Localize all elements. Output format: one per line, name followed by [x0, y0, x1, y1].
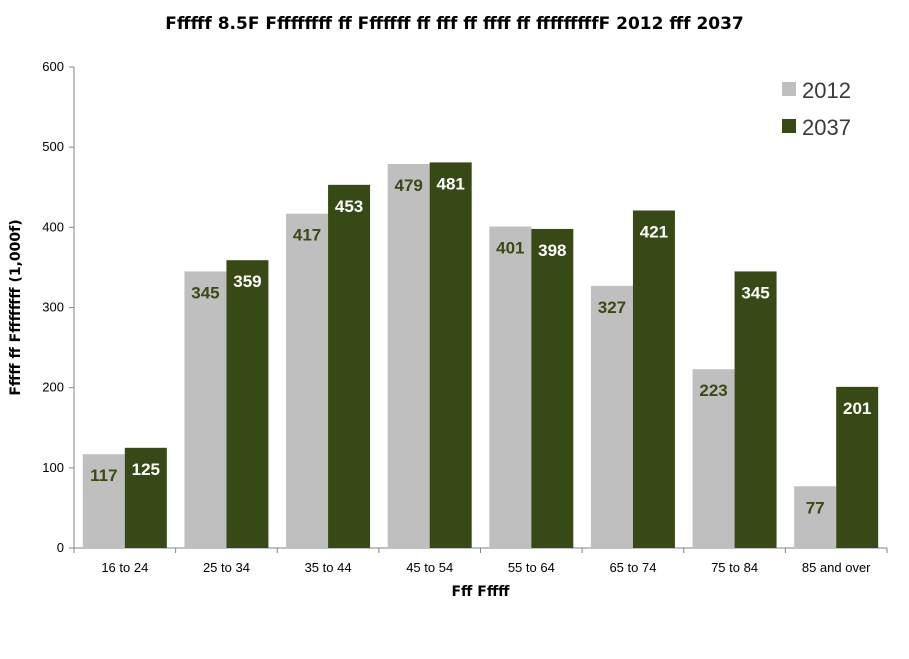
bar-2037 — [226, 260, 269, 548]
data-label-2037: 359 — [233, 272, 261, 291]
y-tick-label: 400 — [42, 219, 64, 234]
legend-label: 2037 — [802, 115, 851, 140]
bar-2037 — [734, 271, 777, 548]
y-ticks: 0 100 200 300 400 500 600 — [42, 59, 74, 555]
bar-2037 — [124, 447, 167, 548]
legend: 2012 2037 — [782, 78, 851, 140]
y-tick-label: 600 — [42, 59, 64, 74]
y-axis-title: Fffff ff Fffffffff (1,000f) — [8, 219, 24, 395]
legend-swatch — [782, 119, 796, 133]
bar-2012 — [387, 164, 430, 549]
x-tick-label: 85 and over — [802, 560, 871, 575]
bars — [82, 162, 879, 549]
bar-2037 — [429, 162, 472, 549]
data-labels: 117 125 345 359 417 453 479 481 401 398 327 421 223 3… — [90, 174, 871, 517]
bar-2012 — [489, 226, 532, 548]
bar-2037 — [531, 228, 574, 549]
bar-2012 — [184, 271, 227, 548]
x-tick-label: 45 to 54 — [406, 560, 453, 575]
data-label-2012: 401 — [496, 239, 524, 258]
x-ticks: 16 to 24 25 to 34 35 to 44 45 to 54 55 to 64… — [73, 548, 888, 575]
data-label-2037: 453 — [335, 197, 363, 216]
bar-2012 — [794, 486, 837, 548]
bar-2012 — [590, 285, 633, 548]
x-tick-label: 65 to 74 — [609, 560, 656, 575]
data-label-2012: 417 — [293, 226, 321, 245]
x-tick-label: 16 to 24 — [101, 560, 148, 575]
x-tick-label: 35 to 44 — [305, 560, 352, 575]
y-tick-label: 100 — [42, 460, 64, 475]
data-label-2012: 479 — [395, 176, 423, 195]
data-label-2037: 398 — [538, 241, 566, 260]
data-label-2012: 327 — [598, 298, 626, 317]
bar-2012 — [692, 369, 735, 548]
legend-label: 2012 — [802, 78, 851, 103]
bar-2037 — [632, 210, 675, 548]
data-label-2037: 421 — [640, 222, 668, 241]
chart-title: Ffffff 8.5F Fffffffff ff Fffffff ff fff … — [165, 14, 744, 34]
x-axis-title: Fff Fffff — [451, 584, 510, 600]
x-tick-label: 55 to 64 — [508, 560, 555, 575]
bar-2012 — [286, 213, 329, 548]
y-tick-label: 300 — [42, 300, 64, 315]
legend-swatch — [782, 82, 796, 96]
data-label-2037: 481 — [437, 174, 465, 193]
bar-2037 — [836, 386, 879, 548]
bar-2037 — [328, 184, 371, 548]
x-tick-label: 25 to 34 — [203, 560, 250, 575]
data-label-2012: 77 — [806, 498, 825, 517]
data-label-2012: 223 — [699, 381, 727, 400]
y-tick-label: 200 — [42, 380, 64, 395]
data-label-2037: 125 — [132, 460, 160, 479]
data-label-2037: 345 — [741, 283, 769, 302]
data-label-2012: 117 — [90, 466, 117, 485]
y-tick-label: 0 — [57, 540, 64, 555]
data-label-2012: 345 — [191, 283, 219, 302]
y-tick-label: 500 — [42, 139, 64, 154]
bar-2012 — [82, 454, 125, 548]
x-tick-label: 75 to 84 — [711, 560, 758, 575]
data-label-2037: 201 — [843, 399, 871, 418]
